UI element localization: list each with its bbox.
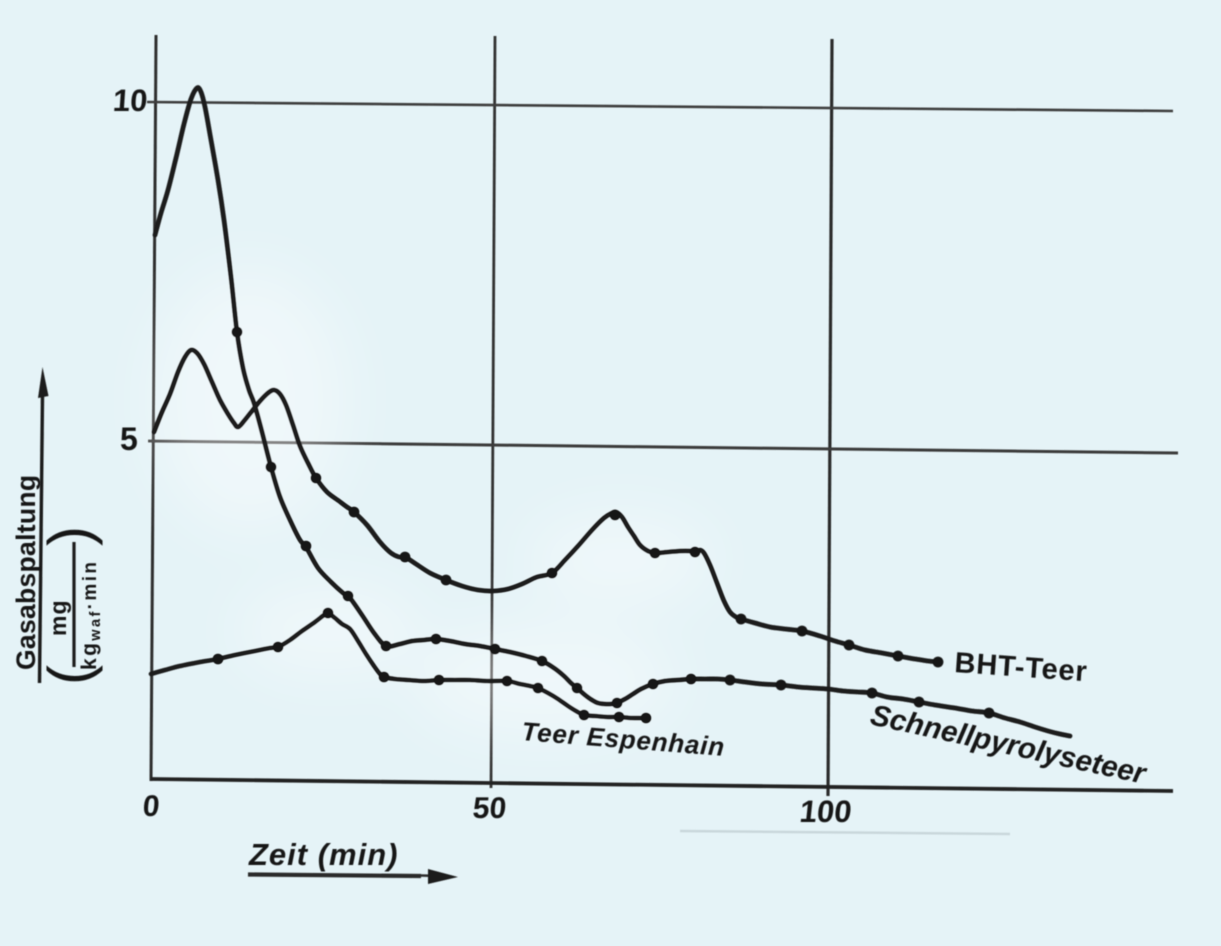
svg-text:100: 100 bbox=[798, 794, 853, 829]
svg-text:Zeit (min): Zeit (min) bbox=[248, 837, 399, 872]
svg-text:(: ( bbox=[36, 665, 103, 685]
svg-text:mg: mg bbox=[45, 600, 71, 637]
svg-text:Gasabspaltung: Gasabspaltung bbox=[11, 475, 41, 670]
svg-text:): ) bbox=[36, 526, 103, 546]
svg-text:50: 50 bbox=[471, 792, 507, 825]
svg-text:5: 5 bbox=[120, 421, 138, 457]
svg-text:0: 0 bbox=[141, 790, 161, 823]
svg-text:10: 10 bbox=[112, 83, 149, 118]
svg-text:kgwaf·min: kgwaf·min bbox=[78, 560, 104, 670]
